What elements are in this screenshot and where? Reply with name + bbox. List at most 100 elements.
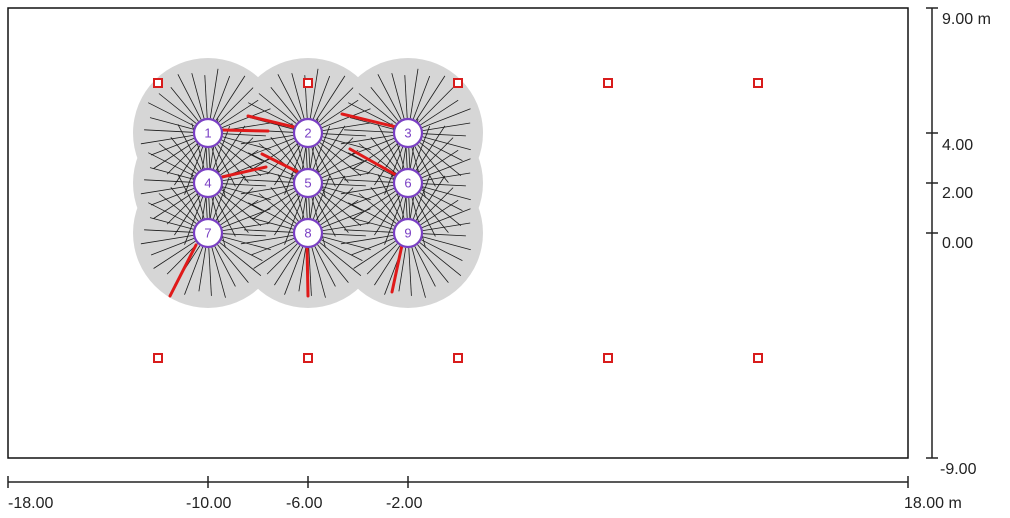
ray-line bbox=[309, 68, 319, 119]
ray-line bbox=[419, 142, 462, 177]
ray-line bbox=[417, 194, 449, 233]
ray-line bbox=[184, 246, 204, 295]
ray-line bbox=[158, 93, 197, 124]
ray-line bbox=[212, 75, 231, 120]
ray-line bbox=[370, 136, 399, 172]
highlight-line bbox=[246, 114, 300, 130]
ray-line bbox=[374, 195, 401, 236]
markers-layer bbox=[153, 78, 763, 363]
ray-line bbox=[222, 233, 266, 237]
ray-line bbox=[344, 129, 394, 133]
highlight-line bbox=[220, 128, 270, 133]
x-tick-label-1: -10.00 bbox=[186, 495, 231, 512]
marker-square bbox=[603, 353, 613, 363]
ray-line bbox=[212, 175, 231, 220]
ray-line bbox=[148, 152, 195, 177]
ray-line bbox=[317, 244, 349, 283]
node-8: 8 bbox=[292, 217, 324, 249]
ray-line bbox=[222, 172, 271, 181]
node-circle bbox=[292, 117, 324, 149]
ray-line bbox=[277, 74, 302, 120]
highlight-line bbox=[220, 165, 268, 179]
ray-line bbox=[418, 187, 454, 223]
node-9: 9 bbox=[392, 217, 424, 249]
ray-line bbox=[391, 73, 405, 119]
plan-frame bbox=[7, 7, 909, 459]
node-label: 7 bbox=[204, 226, 211, 241]
ray-line bbox=[412, 75, 431, 120]
ray-line bbox=[221, 108, 271, 128]
ray-line bbox=[215, 175, 246, 221]
ray-line bbox=[422, 233, 466, 237]
ray-line bbox=[217, 244, 249, 283]
ray-line bbox=[253, 190, 296, 219]
ray-line bbox=[153, 240, 196, 269]
ray-line bbox=[266, 243, 298, 275]
ray-line bbox=[284, 246, 304, 295]
ray-line bbox=[258, 193, 297, 224]
ray-line bbox=[353, 240, 396, 269]
node-7: 7 bbox=[192, 217, 224, 249]
y-tick-label-1: 4.00 bbox=[942, 137, 973, 154]
ray-line bbox=[366, 143, 398, 175]
ray-line bbox=[321, 139, 363, 161]
ray-line bbox=[319, 142, 362, 177]
ray-line bbox=[215, 75, 246, 121]
ray-line bbox=[412, 175, 431, 220]
ray-line bbox=[270, 136, 299, 172]
ray-line bbox=[149, 117, 194, 130]
ray-line bbox=[314, 246, 336, 287]
ray-line bbox=[419, 242, 462, 277]
ray-line bbox=[322, 222, 371, 231]
ray-line bbox=[420, 149, 459, 176]
ray-line bbox=[174, 145, 201, 186]
ray-line bbox=[215, 125, 246, 171]
ray-line bbox=[270, 86, 299, 122]
node-label: 9 bbox=[404, 226, 411, 241]
node-3: 3 bbox=[392, 117, 424, 149]
ray-line bbox=[204, 75, 208, 119]
ray-line bbox=[421, 108, 471, 128]
ray-line bbox=[366, 243, 398, 275]
ray-line bbox=[418, 87, 454, 123]
ray-line bbox=[358, 143, 397, 174]
ray-line bbox=[221, 208, 271, 228]
node-6: 6 bbox=[392, 167, 424, 199]
ray-line bbox=[253, 240, 296, 269]
ray-line bbox=[348, 152, 395, 177]
ray-line bbox=[177, 174, 202, 220]
ray-line bbox=[158, 193, 197, 224]
ray-line bbox=[349, 217, 394, 230]
highlight-line bbox=[260, 152, 300, 174]
ray-line bbox=[150, 238, 195, 256]
ray-line bbox=[158, 143, 197, 174]
ray-line bbox=[166, 193, 198, 225]
ray-line bbox=[358, 93, 397, 124]
ray-line bbox=[222, 183, 266, 187]
x-tick-label-4: 18.00 m bbox=[904, 495, 962, 512]
ray-line bbox=[408, 247, 412, 296]
ray-line bbox=[421, 139, 463, 161]
node-label: 4 bbox=[204, 176, 211, 191]
ray-line bbox=[319, 242, 362, 277]
x-tick-label-0: -18.00 bbox=[8, 495, 53, 512]
ray-line bbox=[166, 143, 198, 175]
ray-line bbox=[422, 222, 471, 231]
ray-line bbox=[315, 75, 346, 121]
ray-line bbox=[370, 86, 399, 122]
ray-line bbox=[415, 175, 446, 221]
ray-line bbox=[318, 137, 354, 173]
ray-line bbox=[421, 189, 463, 211]
ray-line bbox=[218, 187, 254, 223]
node-label: 1 bbox=[204, 126, 211, 141]
ray-line bbox=[166, 243, 198, 275]
ray-line bbox=[315, 125, 346, 171]
ray-line bbox=[277, 174, 302, 220]
x-tick-label-3: -2.00 bbox=[386, 495, 423, 512]
ray-line bbox=[421, 158, 471, 178]
ray-line bbox=[212, 125, 231, 170]
ray-line bbox=[218, 87, 254, 123]
ray-line bbox=[219, 192, 262, 227]
ray-line bbox=[319, 192, 362, 227]
ray-line bbox=[412, 125, 431, 170]
